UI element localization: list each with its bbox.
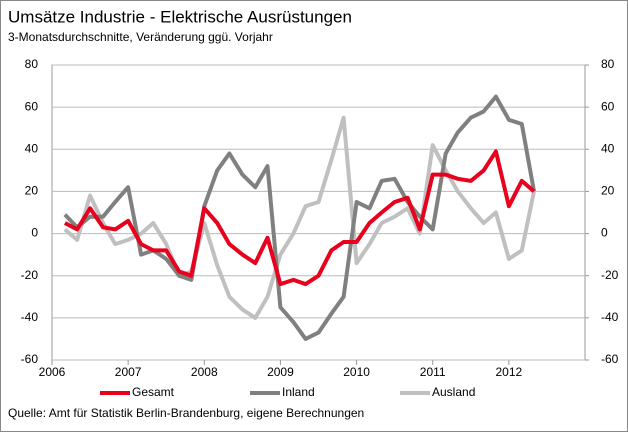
y2-tick-label: -60	[601, 352, 619, 366]
y2-tick-label: -40	[601, 310, 619, 324]
legend-label: Ausland	[432, 385, 475, 399]
y2-tick-label: 20	[601, 184, 615, 198]
x-tick-label: 2011	[420, 365, 446, 379]
y-tick-label: 20	[25, 184, 39, 198]
y2-tick-label: 0	[601, 226, 608, 240]
x-tick-label: 2007	[115, 365, 142, 379]
x-tick-label: 2006	[39, 365, 66, 379]
y2-tick-label: -20	[601, 268, 619, 282]
x-tick-label: 2012	[496, 365, 523, 379]
chart-subtitle: 3-Monatsdurchschnitte, Veränderung ggü. …	[8, 30, 273, 44]
y-tick-label: 60	[25, 99, 39, 113]
chart-title: Umsätze Industrie - Elektrische Ausrüstu…	[8, 7, 352, 26]
series-line	[63, 149, 536, 287]
y-tick-label: -60	[21, 352, 39, 366]
legend-label: Inland	[282, 385, 315, 399]
y-tick-label: 0	[31, 226, 38, 240]
series-line	[63, 94, 536, 341]
x-tick-label: 2008	[191, 365, 218, 379]
y2-tick-label: 80	[601, 57, 615, 71]
y-tick-label: 40	[25, 141, 39, 155]
x-tick-label: 2010	[343, 365, 370, 379]
x-tick-label: 2009	[267, 365, 294, 379]
legend-label: Gesamt	[132, 385, 175, 399]
y2-tick-label: 60	[601, 99, 615, 113]
series-line	[63, 115, 536, 320]
y2-tick-label: 40	[601, 141, 615, 155]
source: Quelle: Amt für Statistik Berlin-Branden…	[8, 406, 364, 420]
y-tick-label: 80	[25, 57, 39, 71]
y-tick-label: -20	[21, 268, 39, 282]
y-tick-label: -40	[21, 310, 39, 324]
